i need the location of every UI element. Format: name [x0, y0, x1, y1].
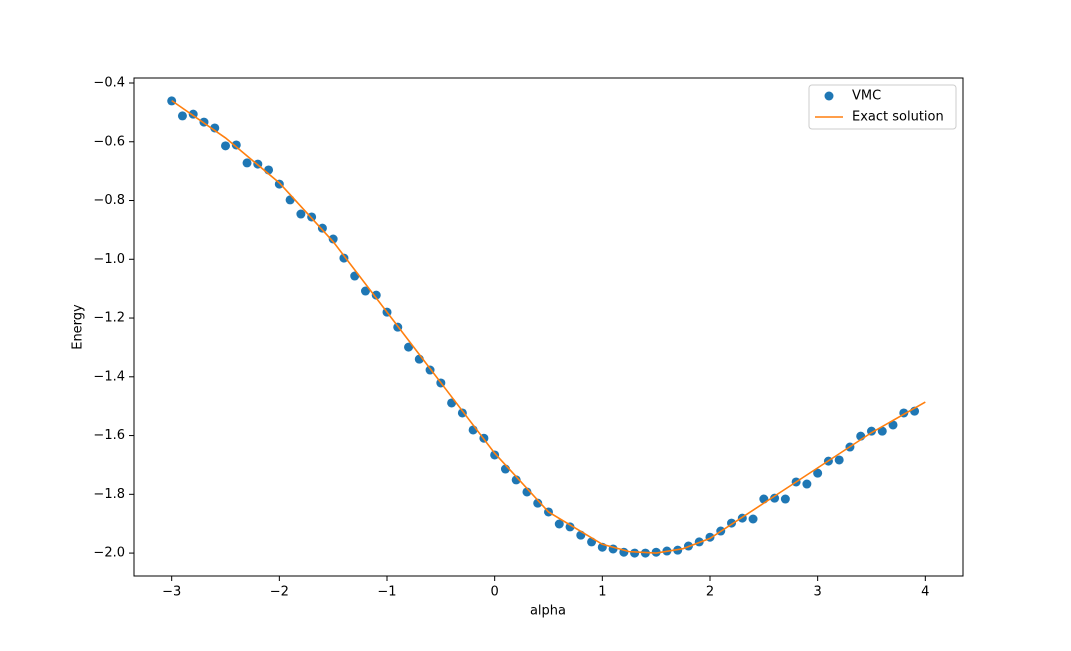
legend-label: VMC [852, 89, 881, 104]
data-point [511, 475, 521, 485]
legend-box [808, 84, 957, 130]
data-point [221, 141, 231, 151]
y-tick-label: −1.8 [93, 487, 125, 502]
data-point [533, 498, 543, 508]
y-tick-label: −0.6 [93, 134, 125, 149]
data-point [780, 494, 790, 504]
x-tick-label: 1 [598, 585, 606, 600]
data-point [834, 455, 844, 465]
data-point [770, 493, 780, 503]
data-point [748, 514, 758, 524]
y-axis-label: Energy [71, 304, 86, 350]
data-point [802, 479, 812, 489]
data-point [490, 450, 500, 460]
x-axis-label: alpha [530, 604, 566, 619]
exact-line [171, 99, 926, 554]
x-tick-label: 2 [706, 585, 714, 600]
data-point [328, 234, 338, 244]
data-point [339, 253, 349, 263]
data-point [404, 342, 414, 352]
data-point [242, 158, 252, 168]
x-tick-label: 4 [921, 585, 929, 600]
data-point [554, 519, 564, 529]
y-tick-label: −1.4 [93, 369, 125, 384]
data-point [296, 209, 306, 219]
legend-swatch [824, 91, 834, 101]
data-point [210, 123, 220, 133]
data-point [177, 111, 187, 121]
plot-frame [133, 77, 964, 577]
data-point [371, 290, 381, 300]
data-point [813, 468, 823, 478]
data-point [630, 548, 640, 558]
data-point [317, 223, 327, 233]
y-tick-label: −0.4 [93, 75, 125, 90]
data-point [888, 420, 898, 430]
y-tick-label: −1.0 [93, 252, 125, 267]
data-point [877, 426, 887, 436]
legend-label: Exact solution [852, 110, 944, 125]
data-point [285, 195, 295, 205]
x-tick-label: 3 [814, 585, 822, 600]
data-point [457, 408, 467, 418]
y-tick-label: −0.8 [93, 193, 125, 208]
data-point [565, 522, 575, 532]
y-tick-label: −1.6 [93, 428, 125, 443]
x-tick-label: −1 [377, 585, 396, 600]
data-point [360, 286, 370, 296]
y-tick-label: −1.2 [93, 311, 125, 326]
x-tick-label: −3 [162, 585, 181, 600]
data-point [651, 547, 661, 557]
y-tick-label: −2.0 [93, 546, 125, 561]
data-point [759, 494, 769, 504]
x-tick-label: −2 [270, 585, 289, 600]
x-tick-label: 0 [491, 585, 499, 600]
data-point [231, 140, 241, 150]
